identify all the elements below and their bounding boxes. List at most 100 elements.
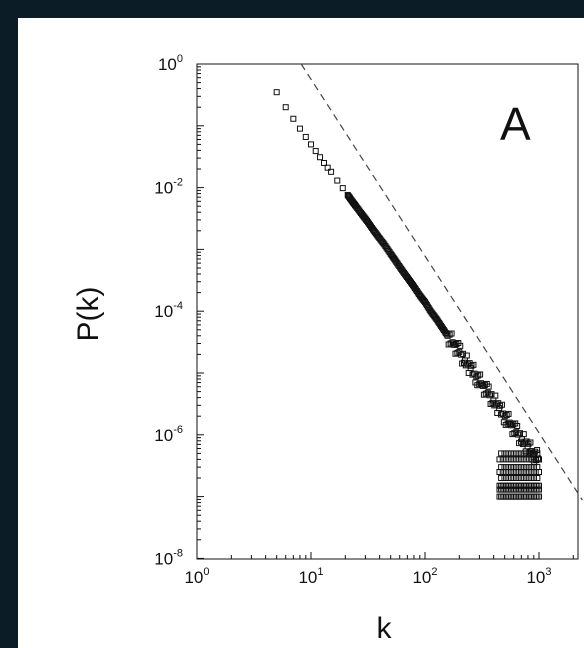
data-point (324, 164, 331, 171)
data-point (527, 474, 534, 481)
data-point (499, 469, 506, 476)
data-point (506, 456, 513, 463)
data-point (506, 469, 513, 476)
data-point (507, 474, 514, 481)
data-point (496, 469, 503, 476)
data-point (503, 456, 510, 463)
data-point (334, 177, 341, 184)
data-point (511, 430, 518, 437)
data-point (498, 411, 505, 418)
data-point (488, 391, 495, 398)
x-tick-label: 102 (412, 566, 437, 587)
data-point (508, 422, 515, 429)
data-point (527, 464, 534, 471)
data-point (532, 493, 539, 500)
data-point (458, 351, 465, 358)
data-point (510, 421, 517, 428)
data-point (519, 469, 526, 476)
x-axis-title: k (377, 612, 393, 645)
data-point (454, 349, 461, 356)
data-point (475, 372, 482, 379)
data-point (496, 493, 503, 500)
data-point (522, 456, 529, 463)
data-point (507, 450, 514, 457)
data-point (521, 450, 528, 457)
data-point (497, 402, 504, 409)
data-point (527, 493, 534, 500)
data-point (529, 456, 536, 463)
data-point (514, 493, 521, 500)
data-point (536, 456, 542, 463)
data-point (526, 493, 533, 500)
data-point (524, 474, 531, 481)
data-point (517, 430, 524, 437)
data-point (308, 141, 314, 148)
data-point (509, 431, 516, 438)
data-point (470, 361, 477, 368)
data-point (519, 456, 526, 463)
data-point (452, 350, 459, 357)
data-point (534, 474, 541, 481)
data-point (527, 450, 534, 457)
data-point (505, 410, 512, 417)
data-point (519, 493, 526, 500)
x-tick-label: 100 (184, 566, 209, 587)
data-point (282, 104, 289, 111)
data-point (496, 456, 503, 463)
data-point (522, 493, 529, 500)
data-point (457, 342, 464, 349)
data-point (481, 381, 488, 388)
data-point (514, 422, 521, 429)
y-tick-label: 100 (158, 53, 183, 74)
data-point (521, 474, 528, 481)
data-point (501, 474, 508, 481)
data-point (512, 493, 519, 500)
y-tick-label: 10-4 (154, 300, 183, 321)
data-point (509, 456, 516, 463)
data-point (509, 493, 516, 500)
x-tick-label: 101 (298, 566, 323, 587)
y-tick-label: 10-2 (154, 177, 183, 198)
data-point (511, 464, 518, 471)
data-point (516, 469, 523, 476)
data-point (511, 493, 518, 500)
data-point (501, 450, 508, 457)
data-point (504, 464, 511, 471)
data-point (516, 456, 523, 463)
data-point (531, 474, 538, 481)
data-point (522, 469, 529, 476)
data-point (504, 450, 511, 457)
data-point (503, 493, 510, 500)
data-point (498, 450, 505, 457)
data-point (521, 493, 528, 500)
y-tick-label: 10-6 (154, 424, 183, 445)
panel-label: A (500, 98, 531, 150)
data-point (296, 125, 303, 132)
data-point (524, 464, 531, 471)
data-points (273, 89, 542, 500)
data-point (532, 469, 539, 476)
degree-distribution-chart: 100 101 102 103 100 10-2 10-4 10-6 10-8 A k P(k) (72, 53, 583, 645)
data-point (273, 89, 280, 96)
data-point (501, 464, 508, 471)
data-point (498, 401, 505, 408)
data-point (514, 450, 521, 457)
data-point (463, 352, 470, 359)
data-point (516, 493, 523, 500)
data-point (498, 474, 505, 481)
figure-panel: 100 101 102 103 100 10-2 10-4 10-6 10-8 A k P(k) (18, 18, 584, 648)
data-point (312, 148, 319, 155)
data-point (328, 168, 335, 175)
data-point (512, 456, 519, 463)
data-point (512, 469, 519, 476)
data-point (534, 493, 541, 500)
data-point (486, 392, 493, 399)
data-point (499, 493, 506, 500)
data-point (507, 464, 514, 471)
data-point (501, 493, 508, 500)
data-point (320, 160, 327, 167)
data-point (526, 456, 533, 463)
data-point (453, 340, 460, 347)
data-point (524, 450, 531, 457)
data-point (448, 330, 455, 337)
